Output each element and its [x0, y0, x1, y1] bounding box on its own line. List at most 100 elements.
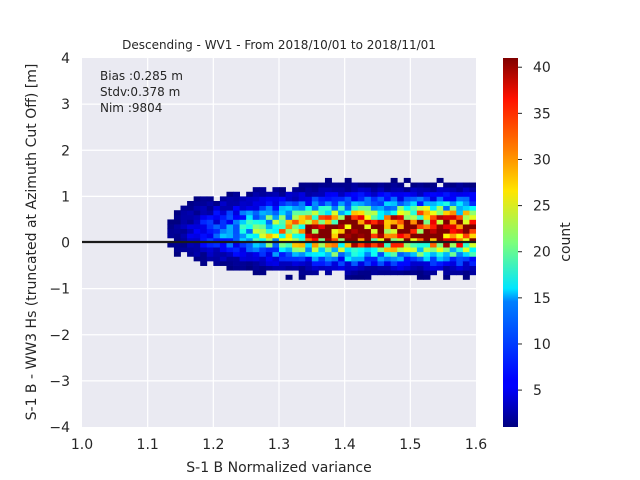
heatmap-cell [403, 247, 411, 253]
heatmap-cell [298, 210, 306, 216]
heatmap-cell [305, 214, 313, 220]
heatmap-cell [338, 219, 346, 225]
heatmap-cell [193, 219, 201, 225]
heatmap-cell [226, 205, 234, 211]
heatmap-cell [226, 228, 234, 234]
heatmap-cell [239, 256, 247, 262]
heatmap-cell [351, 205, 359, 211]
heatmap-cell [410, 214, 418, 220]
heatmap-cell [364, 251, 372, 257]
heatmap-cell [357, 200, 365, 206]
heatmap-cell [390, 247, 398, 253]
heatmap-cell [416, 200, 424, 206]
heatmap-cell [456, 233, 464, 239]
heatmap-cell [219, 219, 227, 225]
heatmap-cell [272, 251, 280, 257]
heatmap-cell [351, 191, 359, 197]
heatmap-cell [377, 251, 385, 257]
heatmap-cell [390, 228, 398, 234]
heatmap-cell [279, 233, 286, 239]
heatmap-cell [272, 214, 280, 220]
heatmap-cell [233, 219, 240, 225]
heatmap-cell [462, 265, 470, 271]
heatmap-cell [436, 191, 444, 197]
heatmap-cell [430, 191, 437, 197]
heatmap-cell [449, 237, 457, 243]
heatmap-cell [259, 219, 267, 225]
heatmap-cell [265, 228, 273, 234]
heatmap-cell [462, 191, 470, 197]
heatmap-cell [331, 237, 339, 243]
heatmap-cell [279, 191, 286, 197]
heatmap-cell [423, 270, 431, 276]
colorbar-tick-label: 30 [533, 152, 551, 168]
heatmap-cell [265, 265, 273, 271]
heatmap-cell [252, 228, 260, 234]
heatmap-cell [443, 196, 451, 202]
heatmap-cell [338, 242, 346, 248]
heatmap-cell [298, 242, 306, 248]
heatmap-cell [462, 187, 470, 193]
heatmap-cell [311, 251, 319, 257]
heatmap-cell [311, 237, 319, 243]
stat-nim: Nim :9804 [100, 101, 162, 115]
heatmap-cell [331, 205, 339, 211]
heatmap-cell [469, 233, 476, 239]
heatmap-cell [206, 247, 214, 253]
heatmap-cell [443, 214, 451, 220]
heatmap-cell [239, 196, 247, 202]
heatmap-cell [305, 182, 313, 188]
heatmap-cell [259, 251, 267, 257]
heatmap-cell [285, 237, 293, 243]
heatmap-cell [384, 270, 392, 276]
heatmap-cell [285, 265, 293, 271]
heatmap-cell [324, 177, 332, 183]
heatmap-cell [364, 274, 372, 280]
heatmap-cell [443, 247, 451, 253]
heatmap-cell [357, 270, 365, 276]
heatmap-cell [305, 247, 313, 253]
heatmap-cell [462, 242, 470, 248]
heatmap-cell [384, 191, 392, 197]
heatmap-cell [403, 210, 411, 216]
chart-title: Descending - WV1 - From 2018/10/01 to 20… [122, 38, 436, 52]
heatmap-cell [449, 270, 457, 276]
heatmap-cell [384, 200, 392, 206]
heatmap-cell [410, 265, 418, 271]
heatmap-cell [344, 256, 352, 262]
heatmap-cell [206, 233, 214, 239]
heatmap-cell [357, 233, 365, 239]
heatmap-cell [469, 182, 476, 188]
heatmap-cell [403, 205, 411, 211]
heatmap-cell [206, 196, 214, 202]
heatmap-cell [193, 196, 201, 202]
heatmap-cell [239, 228, 247, 234]
heatmap-cell [377, 205, 385, 211]
heatmap-cell [390, 214, 398, 220]
heatmap-cell [469, 260, 476, 266]
heatmap-cell [193, 242, 201, 248]
heatmap-cell [410, 182, 418, 188]
heatmap-cell [239, 219, 247, 225]
heatmap-cell [219, 242, 227, 248]
heatmap-cell [173, 247, 181, 253]
heatmap-cell [436, 196, 444, 202]
heatmap-cell [436, 187, 444, 193]
heatmap-cell [318, 265, 326, 271]
heatmap-cell [285, 214, 293, 220]
heatmap-cell [318, 205, 326, 211]
heatmap-cell [213, 251, 221, 257]
heatmap-cell [370, 233, 378, 239]
colorbar-tick-label: 35 [533, 106, 551, 122]
heatmap-cell [390, 233, 398, 239]
heatmap-cell [213, 237, 221, 243]
heatmap-cell [351, 260, 359, 266]
heatmap-cell [430, 242, 437, 248]
heatmap-cell [436, 210, 444, 216]
heatmap-cell [403, 214, 411, 220]
heatmap-cell [324, 219, 332, 225]
heatmap-cell [180, 214, 188, 220]
heatmap-cell [344, 182, 352, 188]
heatmap-cell [456, 182, 464, 188]
heatmap-cell [462, 251, 470, 257]
